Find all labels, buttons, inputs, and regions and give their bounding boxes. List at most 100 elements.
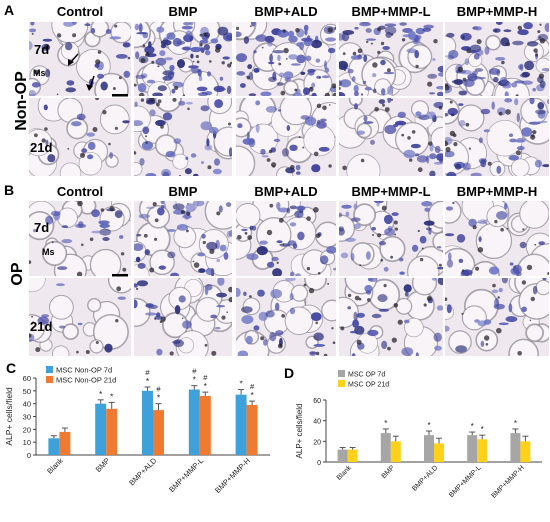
micrograph-tile <box>134 22 232 96</box>
scale-bar-b <box>112 274 128 277</box>
x-tick-label: BMP+MMP-L <box>167 456 205 494</box>
row-label-b-21d: 21d <box>30 319 53 334</box>
arrow-icon <box>86 75 95 91</box>
bar <box>235 394 247 455</box>
col-header-b-bmp-mmp-l: BMP+MMP-L <box>351 184 431 199</box>
legend-swatch <box>46 376 53 383</box>
bar <box>337 449 348 462</box>
y-tick-label: 0 <box>27 451 31 460</box>
bar <box>380 433 391 462</box>
x-tick-label: BMP <box>94 456 112 474</box>
significance-mark: * <box>384 419 387 428</box>
significance-mark: * <box>157 393 161 403</box>
bar <box>520 441 531 462</box>
scale-bar-a <box>112 94 128 97</box>
y-tick-label: 40 <box>313 419 321 426</box>
ms-label-b: Ms <box>42 247 55 257</box>
micrograph-tile <box>29 201 131 276</box>
y-tick-label: 60 <box>23 374 31 383</box>
col-header-b-control: Control <box>56 184 104 199</box>
micrograph-tile <box>339 201 443 276</box>
significance-mark: # <box>250 382 255 391</box>
micrograph-tile <box>236 98 336 176</box>
x-tick-label: Blank <box>45 456 65 476</box>
bar <box>142 390 153 455</box>
col-header-a-bmp-mmp-h: BMP+MMP-H <box>456 4 538 19</box>
significance-mark: * <box>99 389 103 399</box>
bar <box>390 441 401 462</box>
micrograph-tile <box>339 98 443 176</box>
col-header-a-control: Control <box>56 4 104 19</box>
micrograph-tile <box>236 278 336 356</box>
micrograph-tile <box>134 201 232 276</box>
bar <box>199 395 211 455</box>
bar <box>153 410 164 455</box>
legend-swatch <box>46 366 53 373</box>
y-tick-label: 20 <box>23 425 31 434</box>
significance-mark: * <box>427 421 430 430</box>
bar <box>59 431 71 455</box>
significance-mark: * <box>471 422 474 431</box>
bar <box>510 433 521 462</box>
significance-mark: * <box>204 381 208 391</box>
y-tick-label: 30 <box>23 413 31 422</box>
bar <box>246 404 258 455</box>
significance-mark: # <box>192 367 197 376</box>
x-tick-label: BMP <box>381 464 397 480</box>
bar <box>467 435 478 462</box>
x-tick-label: BMP+ALD <box>127 456 159 488</box>
bar <box>424 435 434 462</box>
y-axis-label: ALP+ cells/field <box>295 404 304 459</box>
col-header-a-bmp-ald: BMP+ALD <box>254 4 318 19</box>
micrograph-tile <box>29 22 131 96</box>
col-header-b-bmp: BMP <box>168 184 198 199</box>
panel-letter-b: B <box>4 182 15 198</box>
legend-swatch <box>338 380 345 387</box>
micrograph-tile <box>29 98 131 176</box>
significance-mark: * <box>146 376 150 386</box>
micrograph-tile <box>236 22 336 96</box>
significance-mark: # <box>145 368 150 377</box>
row-label-b-7d: 7d <box>34 220 50 235</box>
micrograph-tile <box>236 201 336 276</box>
panel-letter-a: A <box>4 2 15 18</box>
micrograph-tile <box>134 278 232 356</box>
x-tick-label: BMP+MMP-H <box>213 456 252 495</box>
bar-chart-d: 0 20 40 60 ALP+ cells/field Blank * BMP * BMP+ALD… <box>295 370 542 500</box>
panel-letter-d: D <box>284 365 295 381</box>
significance-mark: * <box>110 391 114 401</box>
y-tick-label: 40 <box>23 400 31 409</box>
significance-mark: * <box>250 390 254 400</box>
panel-letter-c: C <box>6 360 17 376</box>
row-label-a-7d: 7d <box>34 42 50 57</box>
ms-label-a: Ms <box>33 68 46 78</box>
x-tick-label: Blank <box>336 464 354 482</box>
micrograph-tile <box>445 22 549 96</box>
significance-mark: # <box>156 385 161 394</box>
col-header-a-bmp: BMP <box>168 4 198 19</box>
legend-swatch <box>338 370 345 377</box>
x-tick-label: BMP+MMP-H <box>490 464 525 499</box>
col-header-a-bmp-mmp-l: BMP+MMP-L <box>351 4 431 19</box>
col-header-b-bmp-ald: BMP+ALD <box>254 184 318 199</box>
legend-label: MSC OP 21d <box>348 382 389 389</box>
arrow-icon <box>68 53 79 66</box>
col-header-b-bmp-mmp-h: BMP+MMP-H <box>456 184 538 199</box>
row-label-a-21d: 21d <box>30 140 53 155</box>
bar <box>95 403 107 455</box>
y-tick-label: 20 <box>313 439 321 446</box>
micrograph-markers <box>68 53 128 277</box>
significance-mark: * <box>193 375 197 385</box>
legend-label: MSC OP 7d <box>348 372 385 379</box>
bar <box>477 439 488 462</box>
bar <box>347 449 358 462</box>
y-tick-label: 0 <box>317 460 321 467</box>
micrograph-tile <box>339 278 443 356</box>
bar <box>434 443 444 462</box>
x-tick-label: BMP+MMP-L <box>448 464 483 499</box>
significance-mark: * <box>514 419 517 428</box>
bar <box>106 408 118 455</box>
micrograph-tile <box>29 278 131 356</box>
x-tick-label: BMP+ALD <box>411 464 439 492</box>
y-tick-label: 60 <box>313 398 321 405</box>
